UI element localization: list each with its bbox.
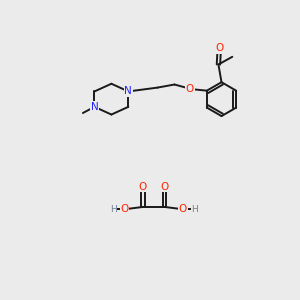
Text: H: H <box>110 205 116 214</box>
Text: O: O <box>121 204 129 214</box>
Text: O: O <box>186 84 194 94</box>
Text: O: O <box>215 43 223 53</box>
Text: O: O <box>139 182 147 192</box>
Text: N: N <box>91 102 98 112</box>
Text: O: O <box>160 182 169 192</box>
Text: H: H <box>191 205 198 214</box>
Text: N: N <box>124 86 132 96</box>
Text: O: O <box>179 204 187 214</box>
